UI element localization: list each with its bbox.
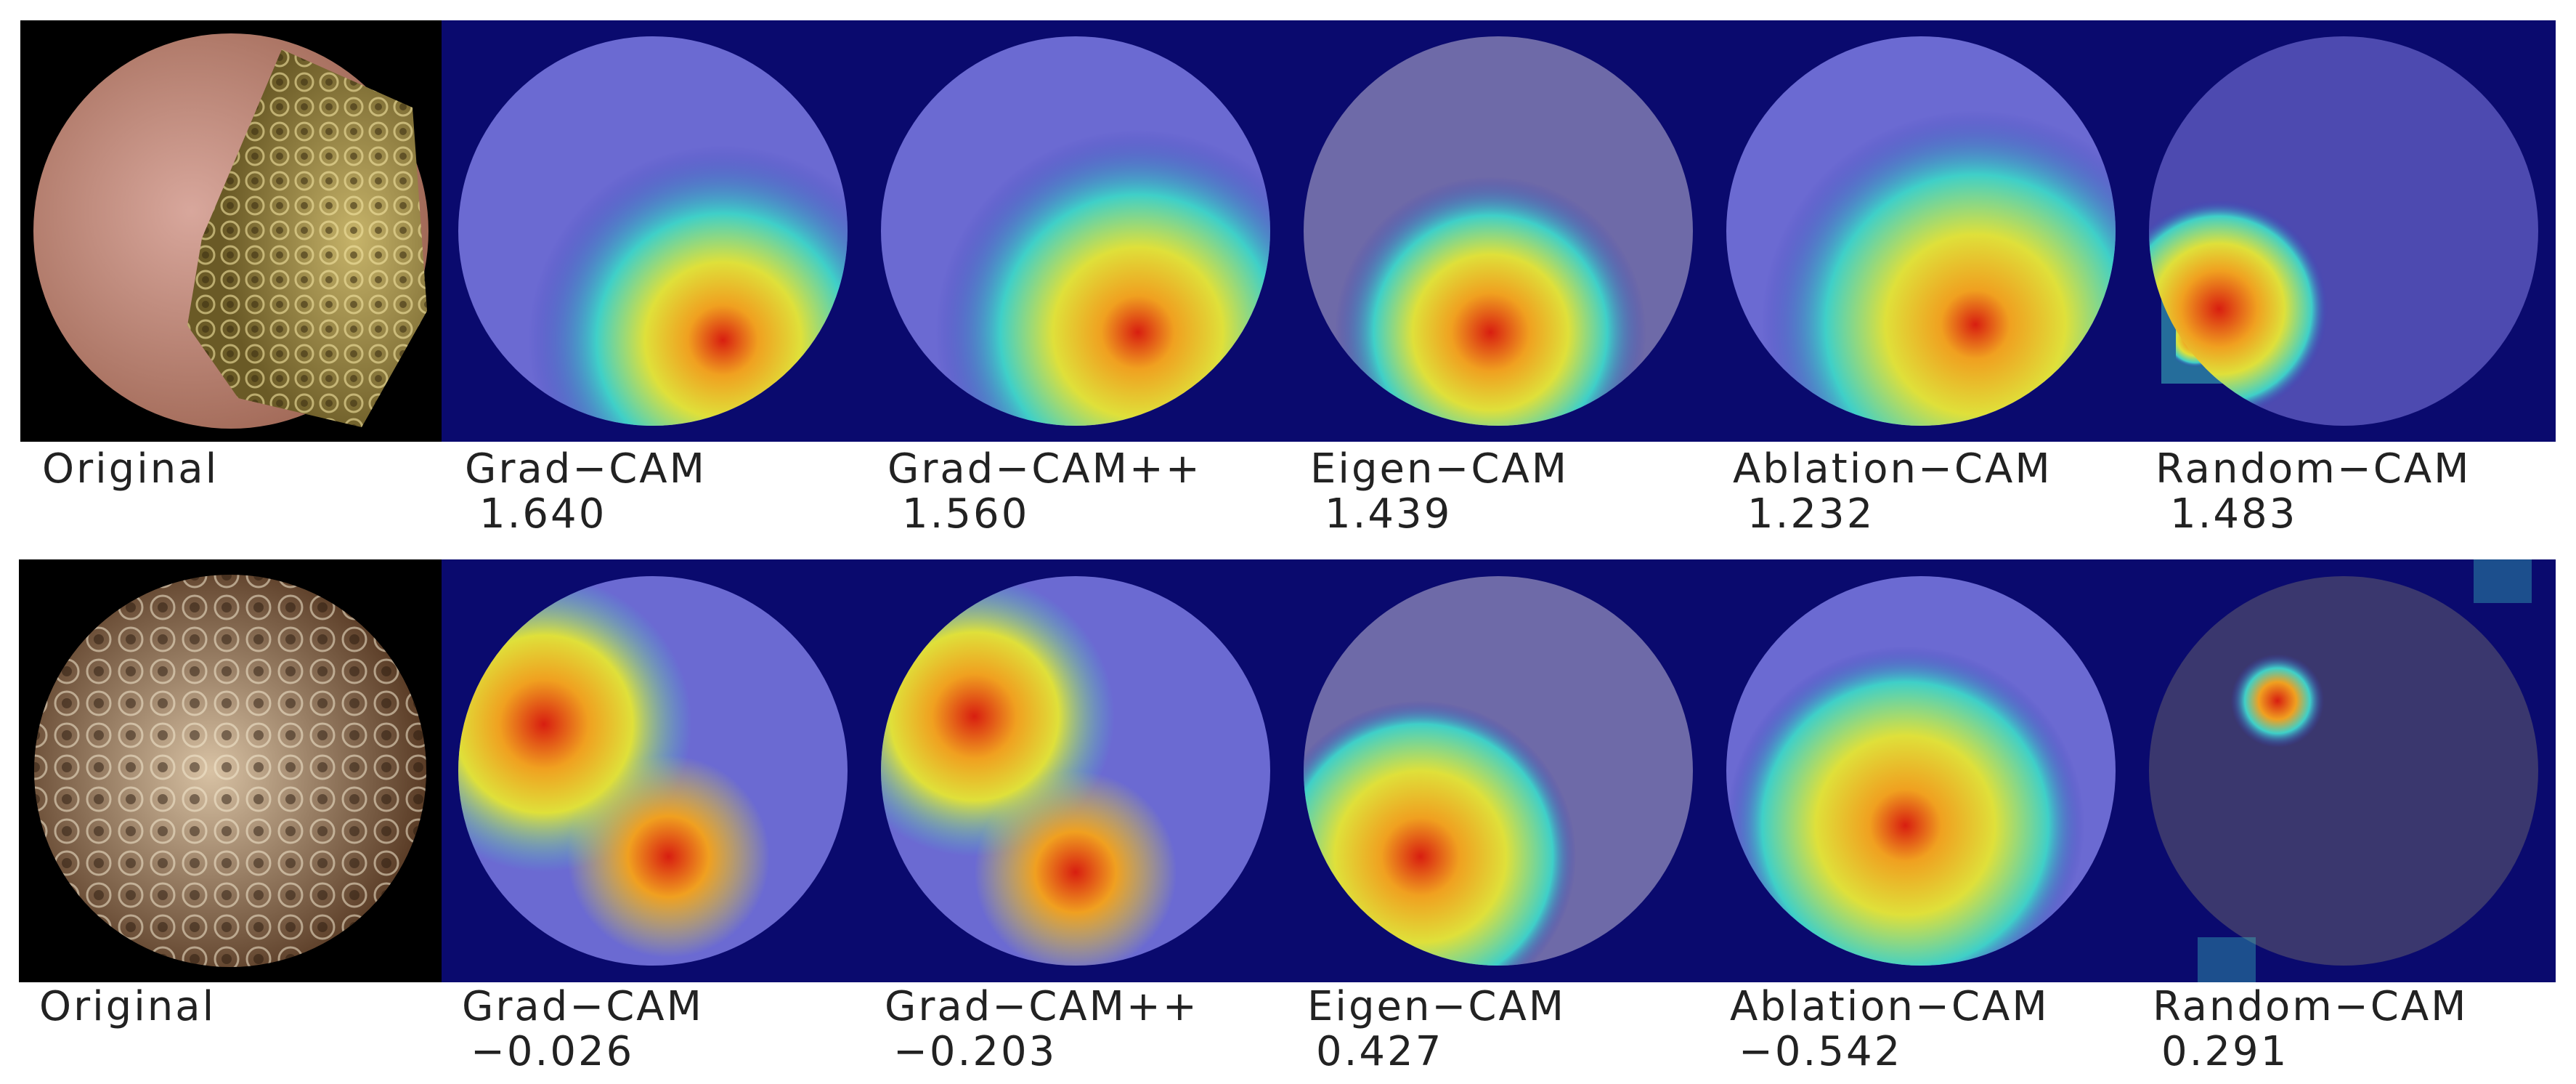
ablationcam-heatmap-row1	[1710, 20, 2132, 442]
gradcampp-heatmap-row1	[864, 20, 1287, 442]
method-label: Original	[39, 983, 216, 1030]
original-image-row2	[19, 559, 442, 982]
method-label: Grad−CAM	[465, 445, 707, 493]
score-value: 1.483	[2170, 490, 2298, 538]
method-label: Grad−CAM++	[885, 983, 1199, 1030]
gradcampp-heatmap-row2	[864, 559, 1287, 982]
eigencam-heatmap-row1	[1287, 20, 1710, 442]
score-value: 1.640	[479, 490, 607, 538]
gradcam-heatmap-row1	[442, 20, 864, 442]
method-label: Ablation−CAM	[1730, 983, 2049, 1030]
method-label: Ablation−CAM	[1733, 445, 2052, 493]
score-value: 0.291	[2161, 1028, 2289, 1075]
original-image-row1	[20, 20, 442, 442]
method-label: Eigen−CAM	[1307, 983, 1567, 1030]
method-label: Original	[42, 445, 219, 493]
score-value: −0.026	[471, 1028, 635, 1075]
method-label: Eigen−CAM	[1310, 445, 1569, 493]
eigencam-heatmap-row2	[1287, 559, 1710, 982]
method-label: Random−CAM	[2153, 983, 2469, 1030]
randomcam-heatmap-row1	[2132, 20, 2556, 442]
ablationcam-heatmap-row2	[1710, 559, 2132, 982]
method-label: Grad−CAM	[462, 983, 704, 1030]
score-value: 1.560	[902, 490, 1030, 538]
score-value: −0.542	[1739, 1028, 1903, 1075]
randomcam-heatmap-row2	[2132, 559, 2556, 982]
score-value: −0.203	[893, 1028, 1057, 1075]
score-value: 1.232	[1747, 490, 1875, 538]
method-label: Random−CAM	[2156, 445, 2471, 493]
score-value: 0.427	[1316, 1028, 1444, 1075]
score-value: 1.439	[1325, 490, 1452, 538]
method-label: Grad−CAM++	[887, 445, 1202, 493]
gradcam-heatmap-row2	[442, 559, 864, 982]
